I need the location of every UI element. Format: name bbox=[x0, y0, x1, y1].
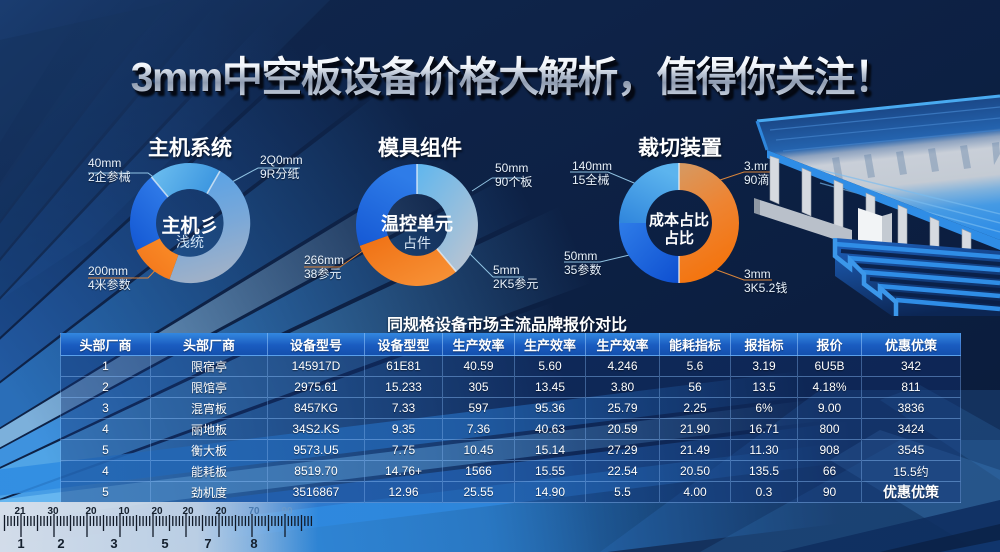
svg-text:1: 1 bbox=[17, 536, 24, 551]
svg-text:21: 21 bbox=[14, 506, 26, 517]
svg-text:5: 5 bbox=[161, 536, 168, 551]
svg-text:90: 90 bbox=[281, 506, 293, 517]
svg-text:20: 20 bbox=[182, 506, 194, 517]
svg-text:2: 2 bbox=[57, 536, 64, 551]
svg-text:8: 8 bbox=[250, 536, 257, 551]
svg-text:20: 20 bbox=[85, 506, 97, 517]
svg-text:70: 70 bbox=[248, 506, 260, 517]
svg-text:30: 30 bbox=[47, 506, 59, 517]
svg-text:7: 7 bbox=[204, 536, 211, 551]
svg-text:20: 20 bbox=[151, 506, 163, 517]
svg-text:20: 20 bbox=[215, 506, 227, 517]
svg-text:3: 3 bbox=[110, 536, 117, 551]
svg-text:10: 10 bbox=[118, 506, 130, 517]
